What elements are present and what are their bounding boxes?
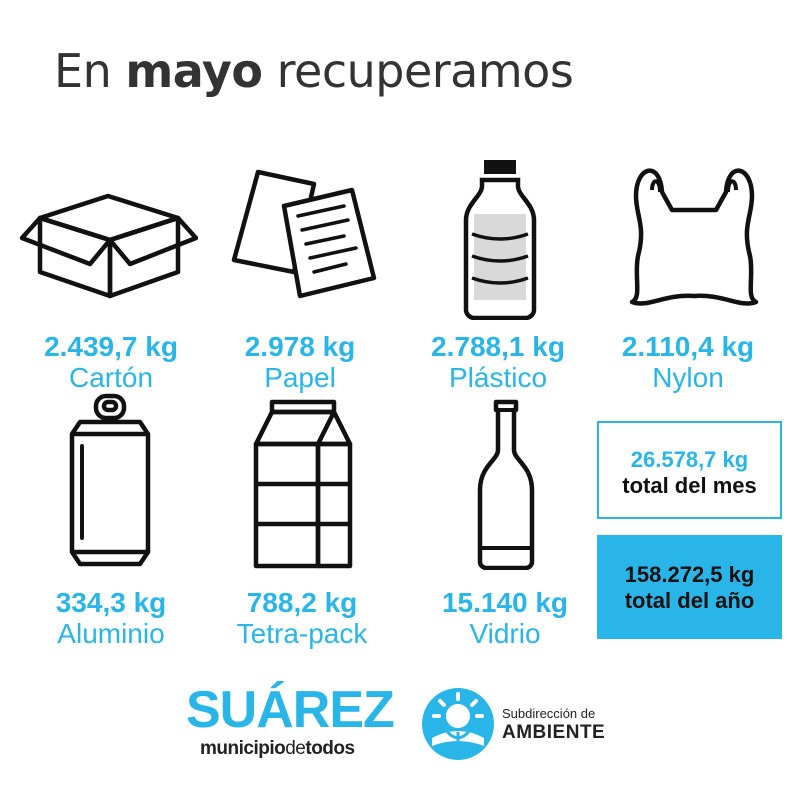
month-total-label: total del mes — [622, 473, 757, 498]
material-tetra-pack: 788,2 kg Tetra-pack — [202, 588, 402, 650]
slogan-part: todos — [305, 738, 355, 759]
year-total-label: total del año — [624, 588, 755, 613]
material-aluminio: 334,3 kg Aluminio — [11, 588, 211, 650]
can-icon — [69, 393, 151, 567]
year-total-box: 158.272,5 kg total del año — [597, 535, 782, 639]
material-name: Nylon — [652, 362, 724, 393]
page-title: En mayo recuperamos — [54, 44, 574, 98]
year-total-kg: 158.272,5 kg — [624, 562, 755, 587]
material-kg: 2.788,1 kg — [431, 331, 565, 362]
material-papel: 2.978 kg Papel — [200, 332, 400, 394]
material-carton: 2.439,7 kg Cartón — [11, 332, 211, 394]
material-kg: 788,2 kg — [246, 587, 358, 618]
material-kg: 2.110,4 kg — [621, 331, 755, 362]
paper-icon — [231, 169, 377, 299]
slogan-part: municipio — [200, 738, 286, 759]
material-name: Tetra-pack — [236, 618, 368, 649]
material-name: Aluminio — [57, 618, 165, 649]
month-total-box: 26.578,7 kg total del mes — [597, 421, 782, 519]
plastic-bottle-icon — [463, 160, 537, 320]
material-kg: 15.140 kg — [441, 587, 569, 618]
material-nylon: 2.110,4 kg Nylon — [588, 332, 788, 394]
material-name: Cartón — [68, 362, 154, 393]
material-vidrio: 15.140 kg Vidrio — [405, 588, 605, 650]
plastic-bag-icon — [629, 168, 759, 306]
material-plastico: 2.788,1 kg Plástico — [398, 332, 598, 394]
ambiente-sub-label: Subdirección de — [502, 706, 596, 721]
brand-logo: SUÁREZ — [186, 681, 395, 739]
title-suffix: recuperamos — [276, 44, 574, 98]
material-name: Papel — [264, 362, 336, 393]
material-kg: 2.978 kg — [244, 331, 356, 362]
carton-icon — [253, 399, 353, 569]
box-icon — [19, 193, 198, 299]
material-name: Vidrio — [469, 618, 541, 649]
material-kg: 2.439,7 kg — [44, 331, 178, 362]
title-highlight: mayo — [125, 44, 263, 98]
material-name: Plástico — [448, 362, 548, 393]
title-prefix: En — [54, 44, 112, 98]
brand-slogan: municipiodetodos — [200, 738, 355, 760]
material-kg: 334,3 kg — [55, 587, 167, 618]
slogan-part: de — [285, 738, 306, 759]
ambiente-logo-icon — [422, 688, 494, 760]
glass-bottle-icon — [477, 399, 535, 570]
month-total-kg: 26.578,7 kg — [630, 447, 749, 472]
ambiente-label: AMBIENTE — [502, 722, 606, 743]
